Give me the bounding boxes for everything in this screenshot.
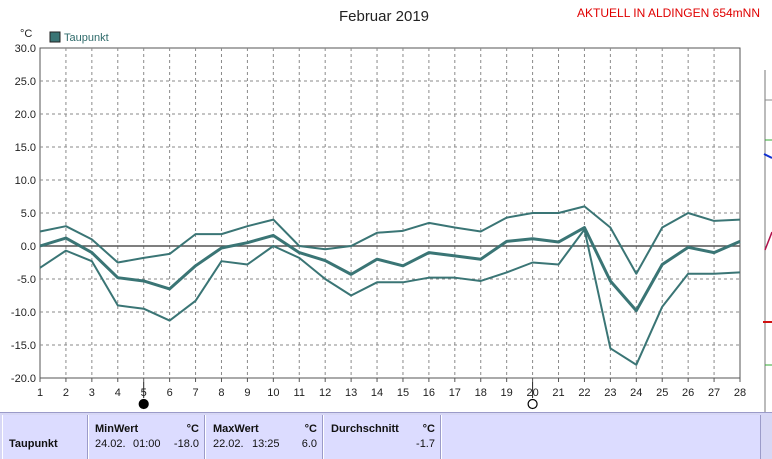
x-tick-label: 11 — [294, 387, 305, 399]
x-tick-label: 6 — [167, 387, 173, 399]
x-tick-label: 9 — [244, 387, 250, 399]
avg-value: -1.7 — [416, 438, 435, 450]
y-tick-label: 10.0 — [15, 175, 36, 187]
max-time: 13:25 — [252, 438, 280, 450]
stats-label-cell: Taupunkt — [2, 415, 88, 459]
y-tick-label: 25.0 — [15, 76, 36, 88]
x-tick-label: 19 — [501, 387, 513, 399]
min-value: -18.0 — [173, 438, 199, 450]
max-header: MaxWert — [213, 423, 259, 435]
statistics-panel: Taupunkt MinWert °C 24.02. 01:00 -18.0 M… — [0, 412, 772, 459]
x-tick-label: 2 — [63, 387, 69, 399]
avg-header: Durchschnitt — [331, 423, 399, 435]
x-tick-label: 4 — [115, 387, 121, 399]
station-label: AKTUELL IN ALDINGEN 654mNN — [577, 6, 760, 20]
stats-avg-cell: Durchschnitt °C -1.7 — [323, 415, 441, 459]
x-tick-label: 21 — [552, 387, 564, 399]
max-value: 6.0 — [301, 438, 317, 450]
x-tick-label: 23 — [604, 387, 616, 399]
adjacent-chart-mark — [763, 153, 772, 159]
x-tick-label: 17 — [449, 387, 461, 399]
y-tick-label: 20.0 — [15, 109, 36, 121]
x-tick-label: 16 — [423, 387, 435, 399]
y-tick-label: -10.0 — [11, 307, 36, 319]
y-tick-labels: 30.0 25.0 20.0 15.0 10.0 5.0 0.0 -5.0 -10.0 -15.0… — [11, 43, 36, 385]
y-tick-label: -15.0 — [11, 340, 36, 352]
avg-unit: °C — [422, 423, 435, 435]
new-moon-icon — [527, 398, 538, 410]
full-moon-icon — [138, 398, 149, 410]
x-tick-label: 27 — [708, 387, 720, 399]
y-axis-unit: °C — [20, 28, 32, 40]
min-time: 01:00 — [133, 438, 161, 450]
series-line-mean — [39, 226, 741, 313]
y-tick-label: 15.0 — [15, 142, 36, 154]
x-tick-label: 10 — [267, 387, 279, 399]
adjacent-chart-mark — [764, 231, 772, 251]
y-tick-label: 30.0 — [15, 43, 36, 55]
stats-min-cell: MinWert °C 24.02. 01:00 -18.0 — [88, 415, 205, 459]
y-tick-label: -5.0 — [17, 274, 36, 286]
x-tick-labels: 1234567891011121314151617181920212223242… — [37, 378, 746, 399]
x-tick-label: 25 — [656, 387, 668, 399]
moon-markers — [138, 382, 538, 410]
legend-swatch — [49, 31, 61, 43]
stats-row-label: Taupunkt — [9, 438, 58, 450]
legend-label: Taupunkt — [64, 32, 109, 44]
x-tick-label: 12 — [319, 387, 331, 399]
y-tick-label: -20.0 — [11, 373, 36, 385]
x-tick-label: 7 — [192, 387, 198, 399]
x-tick-label: 26 — [682, 387, 694, 399]
x-tick-label: 14 — [371, 387, 383, 399]
stats-max-cell: MaxWert °C 22.02. 13:25 6.0 — [205, 415, 323, 459]
x-tick-label: 8 — [218, 387, 224, 399]
x-tick-label: 24 — [630, 387, 642, 399]
x-tick-label: 28 — [734, 387, 746, 399]
stats-empty-cell — [441, 415, 761, 459]
min-date: 24.02. — [95, 438, 126, 450]
y-tick-label: 5.0 — [21, 208, 36, 220]
x-tick-label: 15 — [397, 387, 409, 399]
series-line-max — [39, 205, 741, 275]
min-header: MinWert — [95, 423, 139, 435]
x-tick-label: 18 — [475, 387, 487, 399]
min-unit: °C — [186, 423, 199, 435]
max-unit: °C — [304, 423, 317, 435]
x-tick-label: 3 — [89, 387, 95, 399]
max-date: 22.02. — [213, 438, 244, 450]
chart-title: Februar 2019 — [339, 8, 429, 25]
y-tick-label: 0.0 — [21, 241, 36, 253]
dewpoint-chart: Februar 2019 AKTUELL IN ALDINGEN 654mNN … — [11, 6, 772, 412]
x-tick-label: 1 — [37, 387, 43, 399]
x-tick-label: 13 — [345, 387, 357, 399]
series-lines — [39, 205, 741, 366]
series-line-min — [39, 228, 741, 366]
x-tick-label: 22 — [578, 387, 590, 399]
grid — [40, 48, 740, 378]
